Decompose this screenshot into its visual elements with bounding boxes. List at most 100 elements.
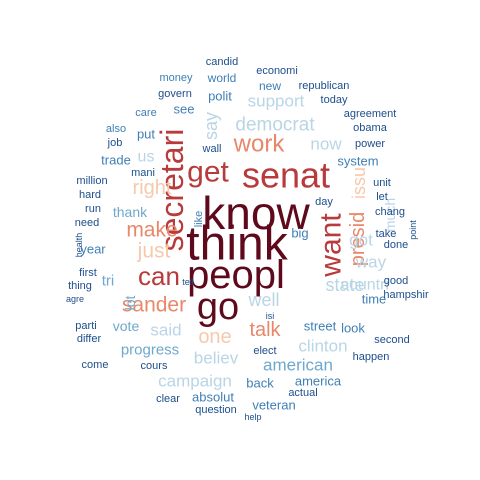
word-campaign: campaign (158, 372, 232, 391)
word-get: get (187, 156, 229, 189)
word-thing: thing (68, 280, 92, 292)
word-help: help (244, 412, 261, 422)
word-second: second (374, 334, 409, 346)
word-sander: sander (122, 294, 186, 317)
word-believ: believ (194, 349, 239, 368)
word-obama: obama (353, 122, 388, 134)
word-wall: wall (202, 143, 222, 155)
word-peopl: peopl (187, 253, 285, 297)
word-senat: senat (242, 155, 330, 196)
word-isi: isi (266, 311, 275, 321)
word-chang: chang (375, 206, 405, 218)
word-system: system (337, 154, 378, 169)
word-elect: elect (253, 345, 276, 357)
word-presid: presid (347, 212, 369, 266)
word-good: good (384, 275, 408, 287)
word-health: health (74, 233, 84, 258)
word-candid: candid (206, 56, 238, 68)
word-vote: vote (113, 318, 140, 334)
word-economi: economi (256, 65, 298, 77)
word-secretari: secretari (154, 129, 190, 252)
word-agre: agre (66, 294, 84, 304)
word-say: say (201, 112, 221, 140)
word-talk: talk (249, 319, 281, 341)
word-question: question (195, 404, 237, 416)
word-like: like (193, 211, 205, 228)
word-new: new (259, 79, 281, 93)
word-put: put (137, 127, 155, 142)
word-issu: issu (349, 167, 369, 199)
word-just: just (137, 240, 171, 263)
word-lot: lot (122, 296, 138, 311)
word-now: now (310, 135, 342, 154)
word-see: see (174, 102, 195, 117)
word-done: done (384, 239, 408, 251)
word-countri: countri (341, 277, 389, 294)
word-actual: actual (288, 387, 317, 399)
word-big: big (291, 226, 308, 241)
word-power: power (355, 138, 385, 150)
word-clear: clear (156, 393, 180, 405)
word-job: job (107, 137, 123, 149)
word-american: american (263, 356, 333, 375)
word-republican: republican (299, 80, 350, 92)
word-said: said (150, 321, 181, 340)
word-make: make (126, 219, 177, 242)
word-govern: govern (158, 88, 192, 100)
word-run: run (85, 203, 101, 215)
word-got: got (349, 231, 373, 250)
word-care: care (135, 107, 156, 119)
word-unit: unit (373, 177, 391, 189)
word-go: go (197, 286, 239, 328)
word-one: one (198, 326, 231, 348)
word-polit: polit (208, 89, 232, 104)
word-parti: parti (75, 320, 96, 332)
word-absolut: absolut (192, 390, 234, 405)
word-way: way (355, 253, 387, 272)
word-state: state (325, 275, 364, 295)
word-back: back (246, 376, 274, 391)
word-veteran: veteran (252, 398, 295, 413)
word-point: point (408, 220, 418, 240)
word-right: right (133, 177, 172, 199)
word-street: street (304, 319, 337, 334)
word-come: come (82, 359, 109, 371)
word-clinton: clinton (298, 337, 347, 356)
word-tri: tri (102, 273, 115, 290)
word-thank: thank (113, 204, 148, 220)
word-cours: cours (141, 360, 168, 372)
word-trade: trade (101, 153, 131, 168)
word-mani: mani (131, 167, 155, 179)
word-money: money (159, 72, 193, 84)
word-democrat: democrat (235, 115, 315, 136)
word-us: us (138, 149, 155, 166)
word-much: much (382, 198, 398, 232)
word-support: support (248, 92, 305, 111)
word-differ: differ (77, 333, 102, 345)
word-take: take (376, 228, 397, 240)
word-well: well (247, 290, 279, 310)
word-know: know (202, 187, 310, 239)
word-first: first (79, 267, 97, 279)
word-happen: happen (353, 351, 390, 363)
word-million: million (76, 175, 107, 187)
word-need: need (75, 217, 99, 229)
word-work: work (233, 131, 286, 158)
word-can: can (138, 261, 180, 291)
word-year: year (80, 242, 106, 257)
word-time: time (362, 292, 387, 307)
word-think: think (186, 218, 288, 271)
word-let: let (376, 191, 388, 203)
word-america: america (295, 374, 342, 389)
word-today: today (321, 94, 348, 106)
word-agreement: agreement (344, 108, 397, 120)
word-day: day (315, 196, 333, 208)
word-hampshir: hampshir (383, 289, 429, 301)
word-world: world (207, 71, 237, 85)
word-hard: hard (79, 189, 101, 201)
word-look: look (341, 321, 365, 336)
word-tell: tell (182, 277, 194, 287)
word-want: want (315, 213, 348, 278)
